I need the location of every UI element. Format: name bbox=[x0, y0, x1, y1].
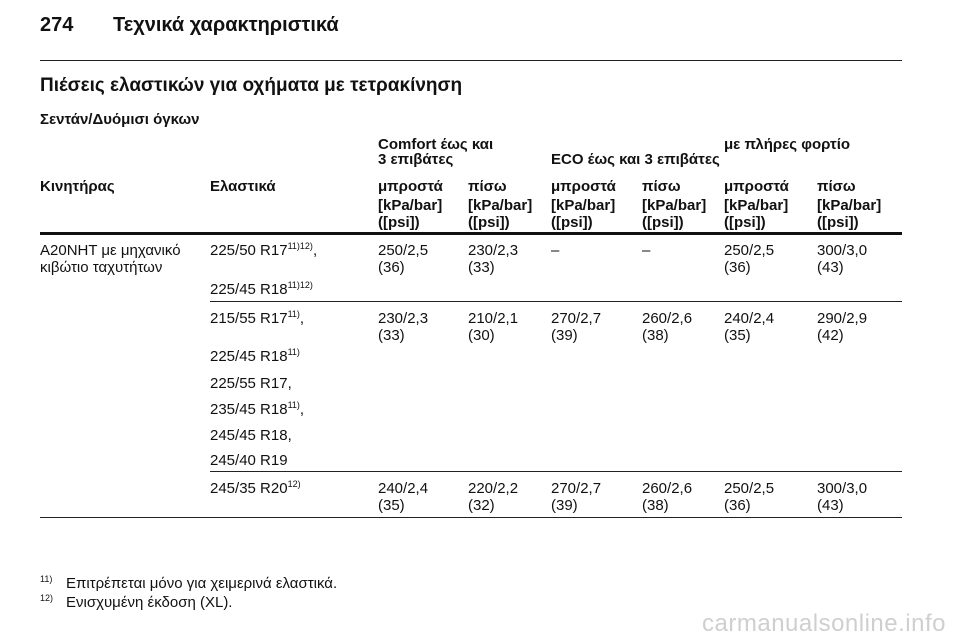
pressure-cell: 290/2,9 (42) bbox=[817, 310, 868, 344]
tyre-size: 245/45 R18, bbox=[210, 427, 292, 444]
table-header-rule bbox=[40, 232, 902, 235]
row-divider bbox=[210, 471, 902, 472]
pressure-cell: 210/2,1 (30) bbox=[468, 310, 519, 344]
pressure-cell: 260/2,6 (38) bbox=[642, 480, 693, 514]
pressure-cell: 300/3,0 (43) bbox=[817, 480, 868, 514]
tyre-size: 225/45 R1811)12) bbox=[210, 280, 313, 299]
footnote-12: 12) Ενισχυμένη έκδοση (XL). bbox=[40, 593, 233, 611]
col-header-front: μπροστά bbox=[724, 178, 789, 195]
unit-label: [kPa/bar] ([psi]) bbox=[468, 197, 533, 231]
pressure-cell: 260/2,6 (38) bbox=[642, 310, 693, 344]
row-divider bbox=[210, 301, 902, 302]
pressure-cell: 250/2,5 (36) bbox=[724, 480, 775, 514]
pressure-cell: 250/2,5 (36) bbox=[378, 242, 429, 276]
group-comfort-line2: 3 επιβάτες bbox=[378, 151, 454, 168]
col-header-tyres: Ελαστικά bbox=[210, 178, 276, 195]
tyre-size: 215/55 R1711), bbox=[210, 309, 305, 328]
unit-label: [kPa/bar] ([psi]) bbox=[378, 197, 443, 231]
tyre-size: 245/40 R19 bbox=[210, 452, 288, 469]
group-eco: ECO έως και 3 επιβάτες bbox=[551, 151, 720, 168]
pressure-cell: 250/2,5 (36) bbox=[724, 242, 775, 276]
tyre-size: 225/55 R17, bbox=[210, 375, 292, 392]
tyre-size: 225/45 R1811) bbox=[210, 347, 300, 366]
engine-cell: A20NHT με μηχανικό κιβώτιο ταχυτήτων bbox=[40, 242, 181, 276]
col-header-rear: πίσω bbox=[642, 178, 681, 195]
unit-label: [kPa/bar] ([psi]) bbox=[642, 197, 707, 231]
pressure-cell: 220/2,2 (32) bbox=[468, 480, 519, 514]
unit-label: [kPa/bar] ([psi]) bbox=[724, 197, 789, 231]
table-bottom-rule bbox=[40, 517, 902, 518]
page-number: 274 bbox=[40, 14, 74, 36]
pressure-cell: – bbox=[551, 242, 560, 259]
pressure-cell: 300/3,0 (43) bbox=[817, 242, 868, 276]
unit-label: [kPa/bar] ([psi]) bbox=[551, 197, 616, 231]
tyre-size: 235/45 R1811), bbox=[210, 400, 305, 419]
header-divider bbox=[40, 60, 902, 61]
col-header-rear: πίσω bbox=[817, 178, 856, 195]
unit-label: [kPa/bar] ([psi]) bbox=[817, 197, 882, 231]
subsection-title: Σεντάν/Δυόμισι όγκων bbox=[40, 111, 200, 128]
page-title: Τεχνικά χαρακτηριστικά bbox=[113, 14, 339, 36]
tyre-size: 225/50 R1711)12), bbox=[210, 241, 318, 260]
pressure-cell: 240/2,4 (35) bbox=[378, 480, 429, 514]
col-header-front: μπροστά bbox=[551, 178, 616, 195]
col-header-rear: πίσω bbox=[468, 178, 507, 195]
pressure-cell: 270/2,7 (39) bbox=[551, 310, 602, 344]
col-header-engine: Κινητήρας bbox=[40, 178, 115, 195]
watermark: carmanualsonline.info bbox=[702, 610, 946, 637]
tyre-size: 245/35 R2012) bbox=[210, 479, 301, 498]
section-title: Πιέσεις ελαστικών για οχήματα με τετρακί… bbox=[40, 75, 463, 96]
group-full-load: με πλήρες φορτίο bbox=[724, 136, 851, 153]
pressure-cell: – bbox=[642, 242, 651, 259]
pressure-cell: 240/2,4 (35) bbox=[724, 310, 775, 344]
footnote-11: 11) Επιτρέπεται μόνο για χειμερινά ελαστι… bbox=[40, 574, 338, 592]
pressure-cell: 230/2,3 (33) bbox=[378, 310, 429, 344]
pressure-cell: 230/2,3 (33) bbox=[468, 242, 519, 276]
group-comfort-line1: Comfort έως και bbox=[378, 136, 494, 153]
pressure-cell: 270/2,7 (39) bbox=[551, 480, 602, 514]
col-header-front: μπροστά bbox=[378, 178, 443, 195]
